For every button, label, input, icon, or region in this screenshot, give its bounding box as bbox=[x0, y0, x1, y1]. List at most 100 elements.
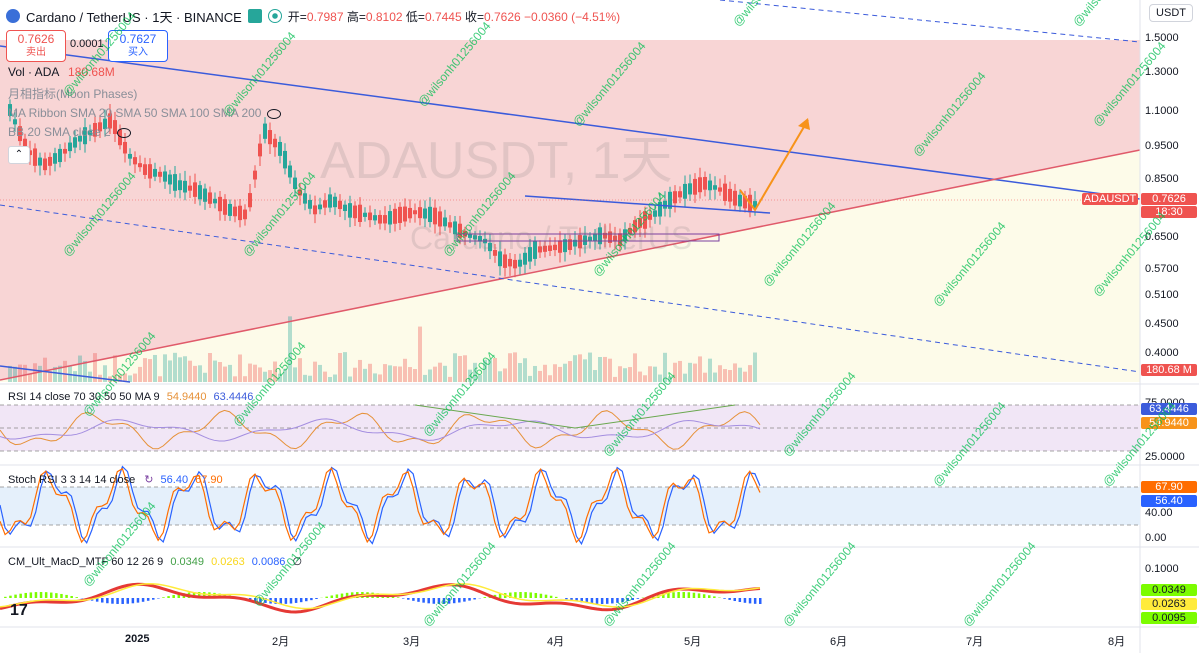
volume-bar bbox=[403, 358, 407, 382]
volume-bar bbox=[568, 361, 572, 382]
macd-bar bbox=[473, 598, 476, 600]
candle-body bbox=[738, 194, 742, 207]
volume-bar bbox=[713, 372, 717, 382]
countdown-tag: 18:30 bbox=[1141, 206, 1197, 218]
volume-bar bbox=[168, 360, 172, 382]
tradingview-logo-icon[interactable]: 17 bbox=[10, 602, 28, 619]
volume-legend[interactable]: Vol · ADA 180.68M bbox=[8, 65, 115, 79]
macd-bar bbox=[616, 598, 619, 603]
volume-bar bbox=[708, 358, 712, 382]
currency-selector[interactable]: USDT bbox=[1149, 4, 1193, 22]
volume-bar bbox=[398, 366, 402, 382]
macd-bar bbox=[39, 592, 43, 598]
stoch-legend[interactable]: Stoch RSI 3 3 14 14 close ↻ 56.40 67.90 bbox=[8, 474, 223, 486]
volume-bar bbox=[603, 356, 607, 382]
macd-bar bbox=[136, 598, 140, 603]
macd-bar bbox=[733, 598, 736, 602]
macd-bar bbox=[203, 592, 206, 598]
macd-bar bbox=[50, 592, 53, 598]
volume-bar bbox=[278, 373, 282, 382]
candle-body bbox=[308, 199, 312, 209]
projection-arrow[interactable] bbox=[739, 119, 809, 212]
volume-bar bbox=[728, 370, 732, 382]
candle-body bbox=[398, 206, 402, 223]
blue-resistance-line[interactable] bbox=[524, 195, 771, 214]
volume-bar bbox=[113, 355, 117, 382]
candle-body bbox=[688, 183, 692, 195]
volume-bar bbox=[268, 370, 272, 382]
range-box[interactable] bbox=[456, 233, 720, 242]
refresh-icon[interactable]: ↻ bbox=[144, 474, 154, 486]
volume-bar bbox=[158, 376, 162, 382]
price-change: −0.0360 (−4.51%) bbox=[524, 9, 621, 24]
volume-bar bbox=[73, 371, 77, 382]
macd-legend[interactable]: CM_Ult_MacD_MTF 60 12 26 9 0.0349 0.0263… bbox=[8, 556, 303, 568]
flag-icon[interactable] bbox=[247, 9, 262, 23]
collapse-legend-button[interactable]: ⌃ bbox=[8, 146, 30, 164]
candle-body bbox=[263, 123, 267, 139]
volume-bar bbox=[723, 369, 727, 382]
volume-bar bbox=[128, 375, 132, 382]
candle-body bbox=[338, 200, 342, 210]
volume-bar bbox=[133, 373, 137, 382]
candle-body bbox=[368, 212, 372, 221]
volume-bar bbox=[103, 365, 107, 382]
channel-dashed-top[interactable] bbox=[719, 0, 1141, 43]
lower-trendline[interactable] bbox=[0, 149, 1141, 381]
bb-legend[interactable]: BB 20 SMA close 2 bbox=[8, 125, 131, 139]
candle-body bbox=[668, 191, 672, 209]
volume-bar bbox=[523, 358, 527, 382]
candle-body bbox=[83, 127, 87, 145]
candle-body bbox=[153, 168, 157, 177]
spread-value: 0.0001 bbox=[70, 38, 104, 50]
candle-body bbox=[283, 150, 287, 169]
channel-dashed-bottom[interactable] bbox=[0, 204, 1141, 373]
candle-body bbox=[23, 138, 27, 153]
volume-bar bbox=[593, 370, 597, 382]
candle-body bbox=[538, 246, 542, 253]
volume-bar bbox=[48, 371, 52, 382]
volume-bar bbox=[93, 353, 97, 382]
macd-bar bbox=[167, 596, 170, 598]
volume-bar bbox=[703, 372, 707, 382]
time-axis-label: 5月 bbox=[684, 636, 702, 648]
price-axis-label: 1.5000 bbox=[1145, 32, 1179, 44]
candle-body bbox=[408, 207, 412, 219]
ma-ribbon-legend[interactable]: MA Ribbon SMA 20 SMA 50 SMA 100 SMA 200 bbox=[8, 106, 282, 120]
macd-bar bbox=[65, 594, 68, 598]
candle-body bbox=[378, 214, 382, 224]
volume-bar bbox=[358, 359, 362, 382]
volume-bar bbox=[473, 362, 477, 382]
macd-bar bbox=[131, 598, 135, 604]
volume-bar bbox=[8, 365, 12, 382]
macd-bar bbox=[121, 598, 124, 604]
sell-button[interactable]: 0.7626 卖出 bbox=[6, 30, 66, 62]
candle-body bbox=[438, 211, 442, 227]
candle-body bbox=[588, 236, 592, 241]
time-axis-label: 2月 bbox=[272, 636, 290, 648]
volume-bar bbox=[573, 355, 577, 382]
macd-signal-line bbox=[0, 583, 761, 610]
candle-body bbox=[198, 185, 202, 200]
buy-button[interactable]: 0.7627 买入 bbox=[108, 30, 168, 62]
volume-bar bbox=[148, 359, 152, 382]
time-axis-label: 7月 bbox=[966, 636, 984, 648]
moon-phases-legend[interactable]: 月相指标(Moon Phases) bbox=[8, 87, 138, 101]
volume-bar bbox=[453, 353, 457, 382]
symbol-title[interactable]: Cardano / TetherUS · 1天 · BINANCE bbox=[26, 9, 242, 25]
candle-body bbox=[433, 207, 437, 225]
macd-bar bbox=[539, 593, 543, 598]
rsi-legend[interactable]: RSI 14 close 70 30 50 50 MA 9 54.9440 63… bbox=[8, 391, 254, 403]
hide-eye-icon[interactable] bbox=[267, 108, 282, 119]
macd-bar bbox=[432, 598, 436, 604]
candle-body bbox=[598, 227, 602, 245]
market-status-icon[interactable] bbox=[267, 9, 282, 23]
volume-bar bbox=[228, 364, 232, 382]
hide-eye-icon[interactable] bbox=[116, 127, 131, 138]
macd-bar bbox=[636, 598, 640, 599]
macd-bar bbox=[748, 598, 752, 604]
volume-bar bbox=[553, 364, 557, 382]
upper-trendline[interactable] bbox=[0, 45, 1141, 200]
macd-bar bbox=[667, 592, 670, 598]
